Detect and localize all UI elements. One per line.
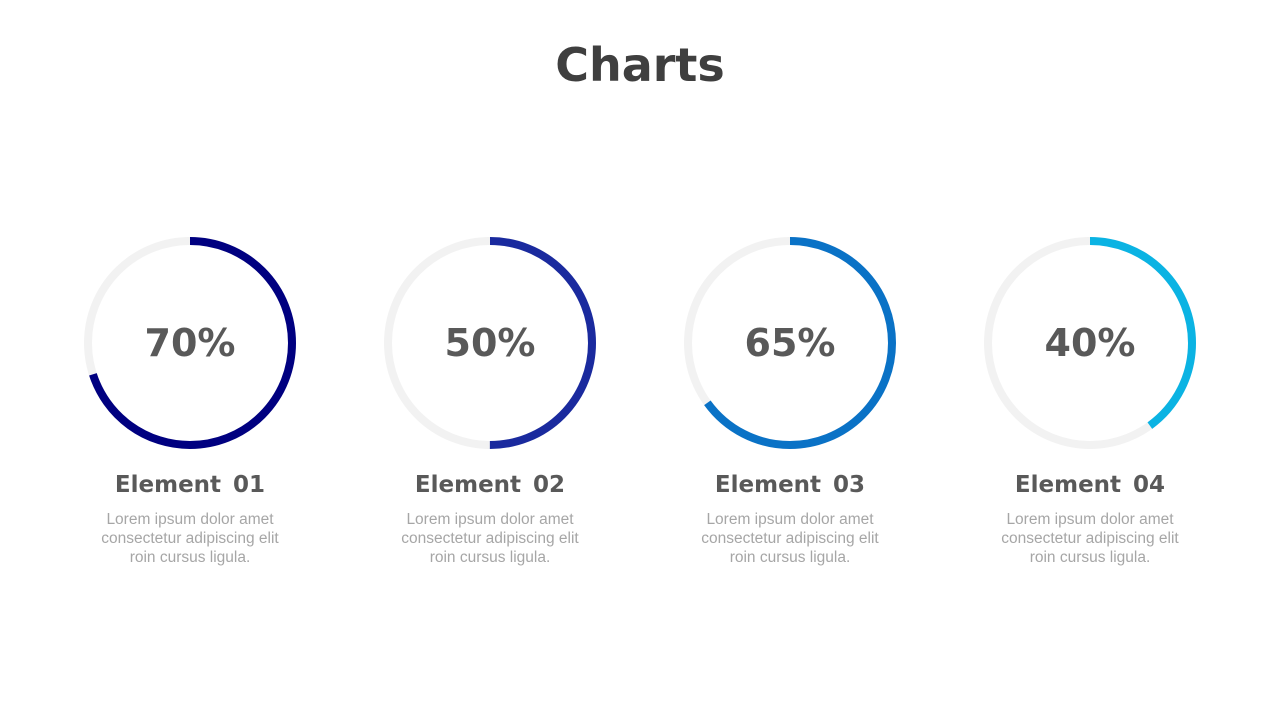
ring-value-arc-4 [984, 237, 1196, 449]
element-title-3: Element 03 [714, 472, 866, 498]
element-description-4: Lorem ipsum dolor amet consectetur adipi… [1001, 511, 1179, 566]
element-title-4: Element 04 [1014, 472, 1166, 498]
donut-chart-2: 50% [383, 236, 597, 450]
ring-value-arc-3 [684, 237, 896, 449]
page-title: Charts [555, 38, 725, 92]
percent-label-3: 65% [744, 321, 836, 365]
donut-chart-4: 40% [983, 236, 1197, 450]
chart-card-2: 50% Element 02 Lorem ipsum dolor amet co… [340, 236, 640, 567]
donut-chart-1: 70% [83, 236, 297, 450]
percent-label-4: 40% [1044, 321, 1136, 365]
element-description-2: Lorem ipsum dolor amet consectetur adipi… [401, 511, 579, 566]
element-title-2: Element 02 [414, 472, 566, 498]
donut-svg-2 [384, 237, 596, 449]
element-title-1: Element 01 [114, 472, 266, 498]
chart-card-3: 65% Element 03 Lorem ipsum dolor amet co… [640, 236, 940, 567]
element-description-3: Lorem ipsum dolor amet consectetur adipi… [701, 511, 879, 566]
chart-card-4: 40% Element 04 Lorem ipsum dolor amet co… [940, 236, 1240, 567]
percent-label-1: 70% [144, 321, 236, 365]
donut-svg-3 [684, 237, 896, 449]
donut-svg-1 [84, 237, 296, 449]
chart-card-1: 70% Element 01 Lorem ipsum dolor amet co… [40, 236, 340, 567]
ring-value-arc-2 [384, 237, 596, 449]
element-description-1: Lorem ipsum dolor amet consectetur adipi… [101, 511, 279, 566]
donut-chart-3: 65% [683, 236, 897, 450]
percent-label-2: 50% [444, 321, 536, 365]
donut-svg-4 [984, 237, 1196, 449]
ring-value-arc-1 [84, 237, 296, 449]
